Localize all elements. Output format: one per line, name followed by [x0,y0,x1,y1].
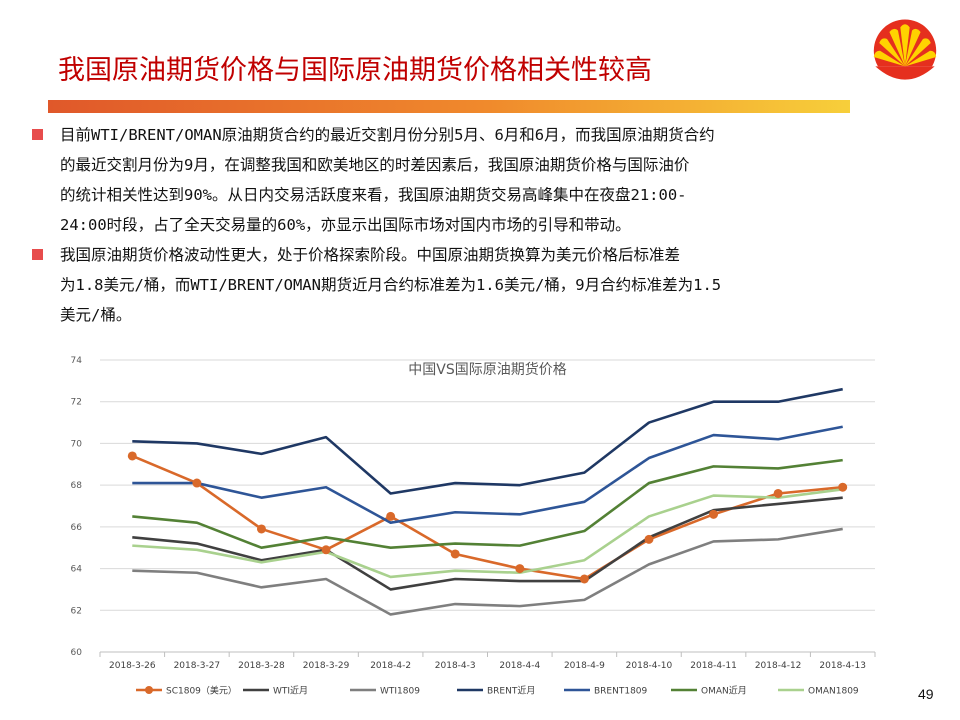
legend-label: SC1809（美元） [166,685,237,697]
y-tick-label: 62 [71,606,82,616]
data-point [321,545,331,555]
y-tick-label: 64 [71,565,83,575]
bullet-line: 的最近交割月份为9月，在调整我国和欧美地区的时差因素后，我国原油期货价格与国际油… [60,156,690,174]
series-line [132,425,843,524]
bullet-list: 目前WTI/BRENT/OMAN原油期货合约的最近交割月份分别5月、6月和6月，… [30,120,940,330]
data-point [773,488,783,498]
y-tick-label: 72 [71,398,82,408]
y-tick-label: 74 [71,356,83,366]
legend-label: OMAN近月 [701,685,747,697]
x-tick-label: 2018-4-12 [755,661,802,671]
bullet-square-icon [32,129,43,140]
legend-label: WTI1809 [380,687,420,697]
y-tick-label: 66 [71,523,83,533]
x-tick-label: 2018-4-11 [690,661,737,671]
chart-title: 中国VS国际原油期货价格 [408,361,566,378]
page-number: 49 [918,686,934,702]
bullet-line: 我国原油期货价格波动性更大，处于价格探索阶段。中国原油期货换算为美元价格后标准差 [60,246,681,264]
x-tick-label: 2018-4-3 [435,661,476,671]
data-point [515,564,525,574]
x-tick-label: 2018-4-10 [626,661,673,671]
x-tick-label: 2018-3-27 [174,661,221,671]
legend-label: BRENT近月 [487,685,535,697]
x-tick-label: 2018-4-4 [499,661,540,671]
bullet-line: 24:00时段，占了全天交易量的60%，亦显示出国际市场对国内市场的引导和带动。 [60,216,631,234]
y-tick-label: 68 [71,481,83,491]
y-tick-label: 60 [71,648,83,658]
bullet-line: 的统计相关性达到90%。从日内交易活跃度来看，我国原油期货交易高峰集中在夜盘21… [60,186,687,204]
data-point [127,451,137,461]
bullet-item-2: 我国原油期货价格波动性更大，处于价格探索阶段。中国原油期货换算为美元价格后标准差… [30,240,940,330]
x-tick-label: 2018-3-28 [238,661,285,671]
bullet-line: 美元/桶。 [60,306,132,324]
data-point [256,524,266,534]
x-tick-label: 2018-4-2 [370,661,411,671]
x-tick-label: 2018-4-9 [564,661,605,671]
data-point [644,534,654,544]
data-point [579,574,589,584]
x-tick-label: 2018-4-13 [819,661,866,671]
bullet-line: 目前WTI/BRENT/OMAN原油期货合约的最近交割月份分别5月、6月和6月，… [60,126,715,144]
series-line [132,496,843,591]
series-line [132,527,843,616]
legend-marker [145,686,153,694]
x-tick-label: 2018-3-26 [109,661,156,671]
data-point [450,549,460,559]
title-underline-bar [48,100,850,113]
data-point [192,478,202,488]
data-point [838,482,848,492]
data-point [386,511,396,521]
bullet-line: 为1.8美元/桶，而WTI/BRENT/OMAN期货近月合约标准差为1.6美元/… [60,276,722,294]
bullet-square-icon [32,249,43,260]
series-line [132,488,843,579]
series-line [132,458,843,550]
bullet-item-1: 目前WTI/BRENT/OMAN原油期货合约的最近交割月份分别5月、6月和6月，… [30,120,940,240]
oil-price-line-chart: 60 62 64 66 68 70 72 74 2018-3-26 2018-3-27 2018-3… [71,356,876,697]
legend-label: WTI近月 [273,685,308,697]
legend-label: BRENT1809 [594,687,648,697]
legend-label: OMAN1809 [808,687,859,697]
slide-title: 我国原油期货价格与国际原油期货价格相关性较高 [58,55,652,86]
petrochina-logo-icon [873,19,937,87]
series-line [131,454,843,581]
data-point [709,509,719,519]
y-tick-label: 70 [71,439,83,449]
series-line [132,387,843,495]
x-tick-label: 2018-3-29 [303,661,350,671]
